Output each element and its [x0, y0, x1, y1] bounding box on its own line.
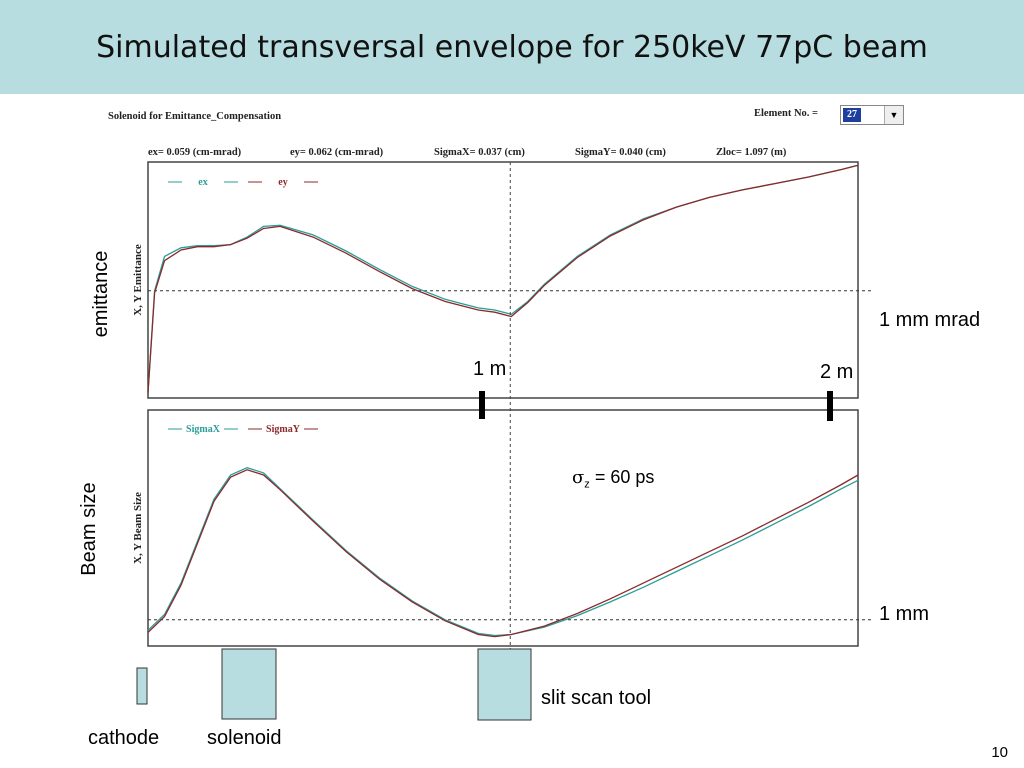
- cathode-label: cathode: [88, 727, 160, 749]
- plot-frame-1: [147, 409, 859, 647]
- legend-ex: ex: [198, 177, 207, 188]
- sigma-subscript: z: [584, 478, 590, 491]
- legend-ey: ey: [278, 177, 287, 188]
- legend-bg-SigmaY: [262, 421, 304, 433]
- stat-ey: ey= 0.062 (cm-mrad): [290, 147, 384, 158]
- page-number: 10: [991, 744, 1008, 761]
- sigma-z-annotation: σz = 60 ps: [572, 467, 654, 491]
- series-line-SigmaX: [147, 467, 859, 637]
- series-line-SigmaY: [147, 469, 859, 638]
- legend-bg-ex: [182, 174, 224, 186]
- stat-zloc: Zloc= 1.097 (m): [716, 147, 787, 158]
- stat-ex: ex= 0.059 (cm-mrad): [148, 147, 242, 158]
- beam-size-label: Beam size: [78, 482, 100, 576]
- emittance-label: emittance: [90, 250, 112, 338]
- tick-mark-2m: [827, 391, 833, 421]
- solenoid-label: solenoid: [207, 727, 282, 749]
- ref-size-label: 1 mm: [879, 603, 929, 625]
- sigma-z-value: = 60 ps: [594, 467, 655, 487]
- y-axis-label-1: X, Y Beam Size: [132, 492, 144, 564]
- ref-emit-label: 1 mm mrad: [879, 309, 981, 331]
- element-select[interactable]: 27 ▼: [840, 105, 904, 125]
- solenoid-block: [221, 648, 277, 720]
- element-label: Element No. =: [754, 108, 819, 119]
- stat-sigmax: SigmaX= 0.037 (cm): [434, 147, 525, 158]
- stat-sigmay: SigmaY= 0.040 (cm): [575, 147, 666, 158]
- legend-SigmaX: SigmaX: [186, 424, 221, 435]
- series-line-ey: [147, 164, 859, 393]
- slit-label: slit scan tool: [541, 687, 652, 709]
- element-value: 27: [843, 108, 861, 122]
- legend-bg-ey: [262, 174, 304, 186]
- slide-title: Simulated transversal envelope for 250ke…: [96, 30, 928, 65]
- cathode-block: [136, 667, 148, 705]
- plot-frame-0: [147, 161, 859, 399]
- legend-bg-SigmaX: [182, 421, 224, 433]
- mark-2m-label: 2 m: [820, 361, 854, 383]
- legend-SigmaY: SigmaY: [266, 424, 301, 435]
- mark-1m-label: 1 m: [473, 358, 507, 380]
- y-axis-label-0: X, Y Emittance: [132, 244, 144, 316]
- chevron-down-icon[interactable]: ▼: [884, 106, 903, 124]
- sigma-symbol: σ: [572, 467, 585, 488]
- slit-scan-block: [477, 648, 532, 721]
- title-bar: Simulated transversal envelope for 250ke…: [0, 0, 1024, 94]
- panel-title: Solenoid for Emittance_Compensation: [108, 111, 282, 122]
- tick-mark-1m: [479, 391, 485, 419]
